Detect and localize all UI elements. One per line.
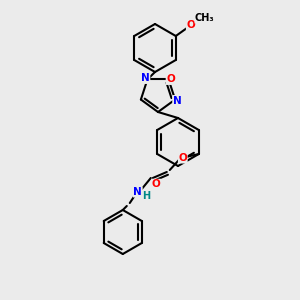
Text: N: N (141, 74, 150, 83)
Text: N: N (134, 187, 142, 197)
Text: O: O (152, 179, 161, 189)
Text: H: H (142, 191, 150, 201)
Text: O: O (178, 153, 187, 163)
Text: CH₃: CH₃ (195, 13, 214, 23)
Text: N: N (173, 96, 182, 106)
Text: O: O (186, 20, 195, 30)
Text: O: O (166, 74, 175, 84)
